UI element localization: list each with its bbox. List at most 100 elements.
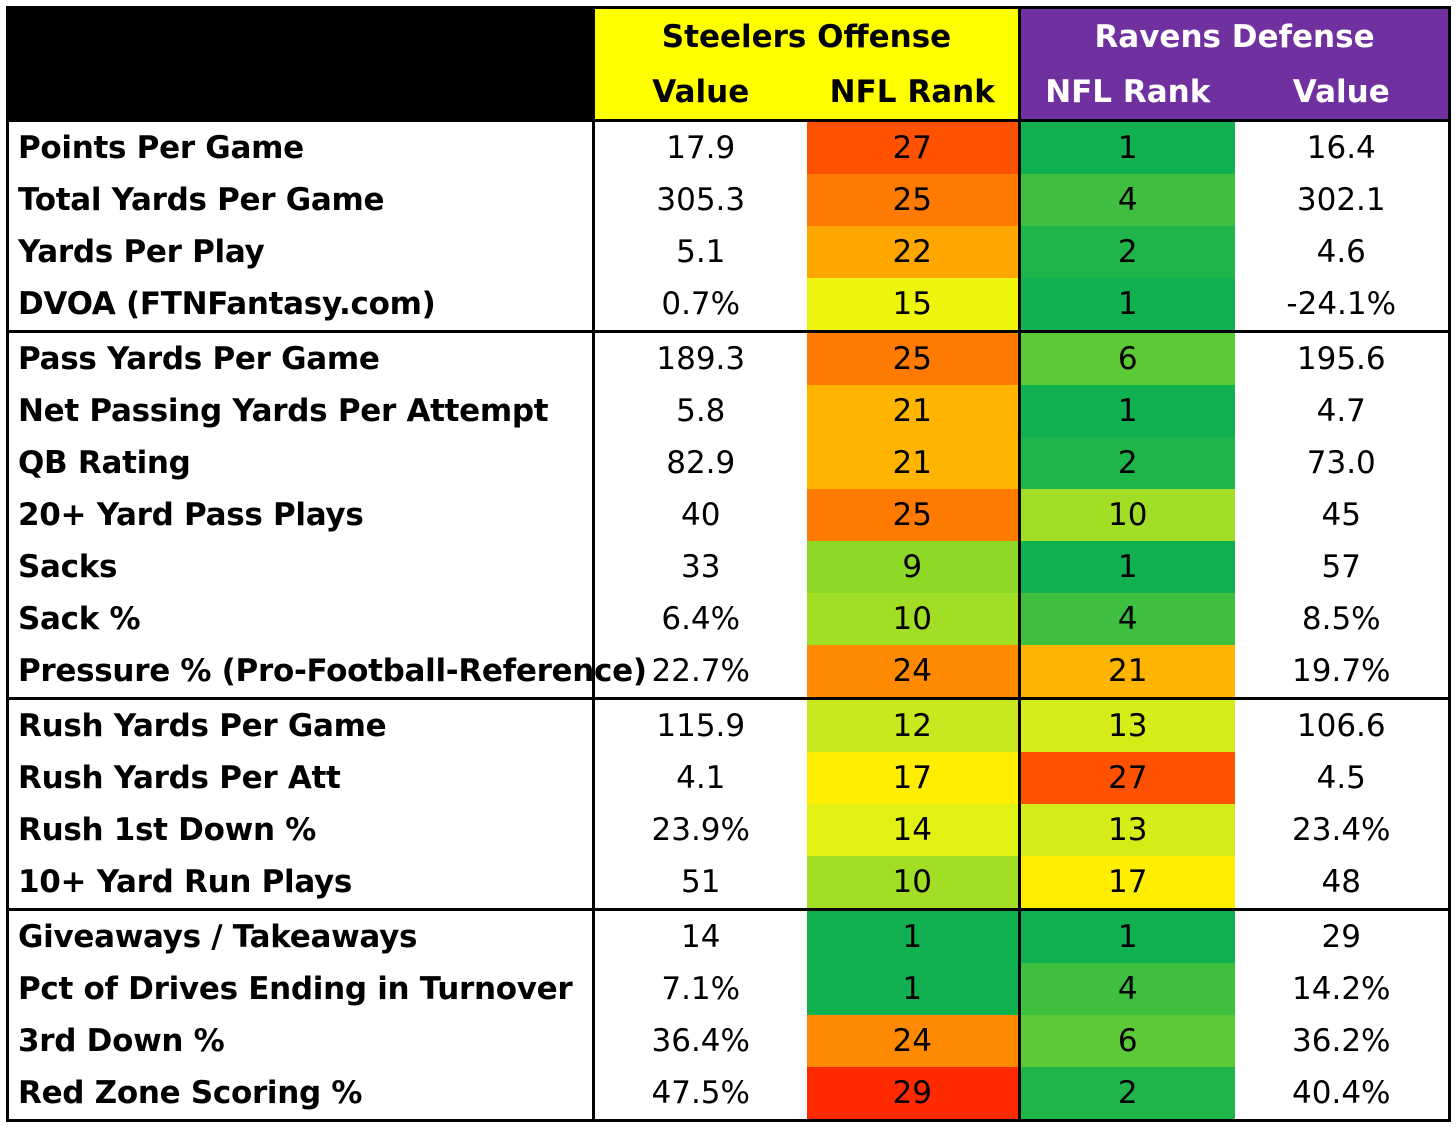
header-corner (6, 6, 595, 122)
bal-value-cell: 195.6 (1234, 330, 1452, 385)
pit-value-cell: 33 (593, 541, 807, 593)
pit-rank-cell: 21 (806, 437, 1020, 489)
table-row: Rush Yards Per Att 4.1 17 27 4.5 (6, 752, 1452, 804)
bal-rank-cell: 6 (1018, 1015, 1235, 1067)
pit-rank-cell: 1 (806, 908, 1020, 963)
stat-label: Rush Yards Per Att (6, 752, 595, 804)
table-row: 10+ Yard Run Plays 51 10 17 48 (6, 856, 1452, 910)
pit-rank-cell: 14 (806, 804, 1020, 856)
pit-value-cell: 4.1 (593, 752, 807, 804)
table-row: Pass Yards Per Game 189.3 25 6 195.6 (6, 330, 1452, 385)
bal-rank-cell: 4 (1018, 963, 1235, 1015)
pit-value-cell: 47.5% (593, 1067, 807, 1122)
table-row: DVOA (FTNFantasy.com) 0.7% 15 1 -24.1% (6, 278, 1452, 332)
pit-rank-cell: 21 (806, 385, 1020, 437)
bal-value-cell: 57 (1234, 541, 1452, 593)
pit-value-cell: 5.8 (593, 385, 807, 437)
pit-value-cell: 14 (593, 908, 807, 963)
stat-label: DVOA (FTNFantasy.com) (6, 278, 595, 332)
pit-value-cell: 17.9 (593, 119, 807, 174)
stat-label: Sack % (6, 593, 595, 645)
pit-value-cell: 6.4% (593, 593, 807, 645)
pit-rank-cell: 9 (806, 541, 1020, 593)
bal-value-cell: 45 (1234, 489, 1452, 541)
stat-label: Rush Yards Per Game (6, 697, 595, 752)
table-body: Points Per Game 17.9 27 1 16.4 Total Yards Pe… (6, 119, 1452, 1122)
pit-value-cell: 115.9 (593, 697, 807, 752)
pit-rank-cell: 29 (806, 1067, 1020, 1122)
table-row: Rush 1st Down % 23.9% 14 13 23.4% (6, 804, 1452, 856)
stat-label: Pct of Drives Ending in Turnover (6, 963, 595, 1015)
bal-rank-cell: 21 (1018, 645, 1235, 699)
stat-label: Total Yards Per Game (6, 174, 595, 226)
pit-value-cell: 189.3 (593, 330, 807, 385)
stat-label: Yards Per Play (6, 226, 595, 278)
bal-value-cell: 36.2% (1234, 1015, 1452, 1067)
pit-rank-cell: 10 (806, 593, 1020, 645)
table-row: Pct of Drives Ending in Turnover 7.1% 1 4 14… (6, 963, 1452, 1015)
bal-rank-cell: 1 (1018, 908, 1235, 963)
bal-value-cell: 8.5% (1234, 593, 1452, 645)
table-row: Pressure % (Pro-Football-Reference) 22.7%… (6, 645, 1452, 699)
bal-value-col-header: Value (1234, 64, 1452, 121)
bal-rank-cell: 2 (1018, 437, 1235, 489)
pit-value-cell: 0.7% (593, 278, 807, 332)
stat-label: Pass Yards Per Game (6, 330, 595, 385)
table-row: Net Passing Yards Per Attempt 5.8 21 1 4.7 (6, 385, 1452, 437)
pit-value-cell: 22.7% (593, 645, 807, 699)
bal-rank-cell: 1 (1018, 278, 1235, 332)
steelers-offense-header: Steelers Offense (593, 6, 1020, 64)
bal-rank-cell: 6 (1018, 330, 1235, 385)
stat-label: Net Passing Yards Per Attempt (6, 385, 595, 437)
pit-rank-cell: 22 (806, 226, 1020, 278)
pit-value-cell: 82.9 (593, 437, 807, 489)
pit-value-cell: 40 (593, 489, 807, 541)
bal-rank-cell: 13 (1018, 804, 1235, 856)
bal-value-cell: 40.4% (1234, 1067, 1452, 1122)
pit-value-cell: 7.1% (593, 963, 807, 1015)
pit-rank-cell: 12 (806, 697, 1020, 752)
stat-label: Points Per Game (6, 119, 595, 174)
table-row: Sack % 6.4% 10 4 8.5% (6, 593, 1452, 645)
stat-label: Red Zone Scoring % (6, 1067, 595, 1122)
table-row: QB Rating 82.9 21 2 73.0 (6, 437, 1452, 489)
pit-value-cell: 305.3 (593, 174, 807, 226)
bal-rank-col-header: NFL Rank (1018, 64, 1235, 121)
pit-rank-cell: 17 (806, 752, 1020, 804)
ravens-defense-header: Ravens Defense (1018, 6, 1452, 64)
pit-rank-cell: 25 (806, 330, 1020, 385)
bal-rank-cell: 10 (1018, 489, 1235, 541)
pit-rank-cell: 24 (806, 645, 1020, 699)
table-row: Red Zone Scoring % 47.5% 29 2 40.4% (6, 1067, 1452, 1122)
bal-value-cell: 48 (1234, 856, 1452, 910)
pit-value-cell: 51 (593, 856, 807, 910)
bal-value-cell: 19.7% (1234, 645, 1452, 699)
bal-rank-cell: 13 (1018, 697, 1235, 752)
stat-label: Rush 1st Down % (6, 804, 595, 856)
table-row: Yards Per Play 5.1 22 2 4.6 (6, 226, 1452, 278)
bal-rank-cell: 4 (1018, 174, 1235, 226)
bal-value-cell: 4.6 (1234, 226, 1452, 278)
bal-rank-cell: 17 (1018, 856, 1235, 910)
bal-value-cell: 14.2% (1234, 963, 1452, 1015)
stat-label: 10+ Yard Run Plays (6, 856, 595, 910)
stat-label: Sacks (6, 541, 595, 593)
stat-label: Pressure % (Pro-Football-Reference) (6, 645, 647, 699)
table-row: Giveaways / Takeaways 14 1 1 29 (6, 908, 1452, 963)
bal-value-cell: 302.1 (1234, 174, 1452, 226)
bal-value-cell: 73.0 (1234, 437, 1452, 489)
bal-rank-cell: 4 (1018, 593, 1235, 645)
bal-rank-cell: 27 (1018, 752, 1235, 804)
table-row: Points Per Game 17.9 27 1 16.4 (6, 119, 1452, 174)
pit-rank-cell: 25 (806, 489, 1020, 541)
pit-rank-cell: 24 (806, 1015, 1020, 1067)
bal-value-cell: 4.7 (1234, 385, 1452, 437)
table-row: Rush Yards Per Game 115.9 12 13 106.6 (6, 697, 1452, 752)
table-row: Sacks 33 9 1 57 (6, 541, 1452, 593)
stats-table: Steelers Offense Ravens Defense Value NF… (6, 6, 1452, 1122)
bal-value-cell: 16.4 (1234, 119, 1452, 174)
bal-rank-cell: 2 (1018, 1067, 1235, 1122)
pit-value-cell: 5.1 (593, 226, 807, 278)
bal-value-cell: 23.4% (1234, 804, 1452, 856)
stat-label: 20+ Yard Pass Plays (6, 489, 595, 541)
